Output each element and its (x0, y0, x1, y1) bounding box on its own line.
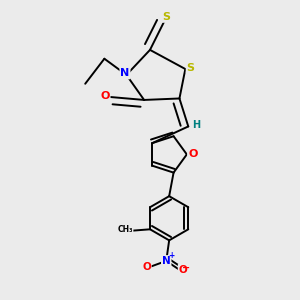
Text: S: S (162, 12, 170, 22)
Text: O: O (188, 148, 197, 158)
Text: S: S (187, 63, 195, 73)
Text: H: H (193, 120, 201, 130)
Text: CH₃: CH₃ (117, 225, 133, 234)
Text: −: − (182, 262, 190, 272)
Text: O: O (142, 262, 151, 272)
Text: N: N (120, 68, 130, 78)
Text: N: N (162, 256, 171, 266)
Text: O: O (178, 265, 188, 275)
Text: +: + (168, 251, 175, 260)
Text: O: O (100, 91, 110, 101)
